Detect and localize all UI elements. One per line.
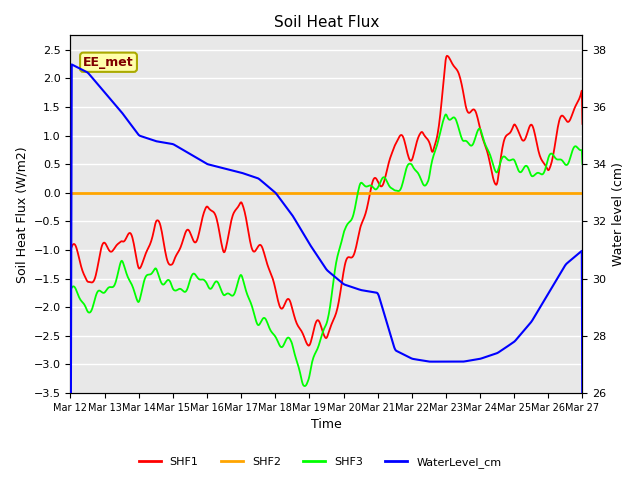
Y-axis label: Soil Heat Flux (W/m2): Soil Heat Flux (W/m2): [15, 146, 28, 283]
Legend: SHF1, SHF2, SHF3, WaterLevel_cm: SHF1, SHF2, SHF3, WaterLevel_cm: [134, 452, 506, 472]
X-axis label: Time: Time: [311, 419, 342, 432]
Y-axis label: Water level (cm): Water level (cm): [612, 162, 625, 266]
Text: EE_met: EE_met: [83, 56, 134, 69]
Title: Soil Heat Flux: Soil Heat Flux: [274, 15, 379, 30]
